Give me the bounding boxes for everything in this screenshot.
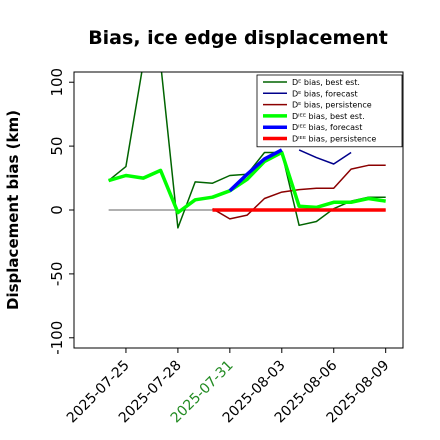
legend-label-die-best: Dᴵᴱᴱ bias, best est.: [292, 112, 365, 121]
series-line-die-fc: [228, 148, 283, 193]
y-tick-label: 100: [48, 68, 66, 97]
y-tick-label: 0: [48, 205, 66, 215]
legend-label-die-pers: Dᴵᴱᴱ bias, persistence: [292, 135, 376, 144]
y-tick-label: -100: [48, 321, 66, 355]
legend: Dᴱ bias, best est. Dᴱ bias, forecast Dᴱ bi…: [256, 74, 403, 148]
series-line-de-pers: [212, 164, 386, 220]
legend-label-de-pers: Dᴱ bias, persistence: [292, 101, 372, 110]
y-tick-label: -50: [48, 262, 66, 287]
y-axis-label: Displacement bias (km): [4, 110, 22, 310]
series-line-die-best: [108, 150, 386, 215]
chart-title: Bias, ice edge displacement: [88, 27, 388, 49]
legend-label-die-fc: Dᴵᴱᴱ bias, forecast: [292, 123, 362, 132]
legend-box: [256, 74, 403, 148]
y-tick-label: 50: [48, 137, 66, 156]
legend-label-de-best: Dᴱ bias, best est.: [292, 78, 360, 87]
series-line-de-fc: [298, 149, 352, 165]
legend-label-de-fc: Dᴱ bias, forecast: [292, 89, 358, 98]
